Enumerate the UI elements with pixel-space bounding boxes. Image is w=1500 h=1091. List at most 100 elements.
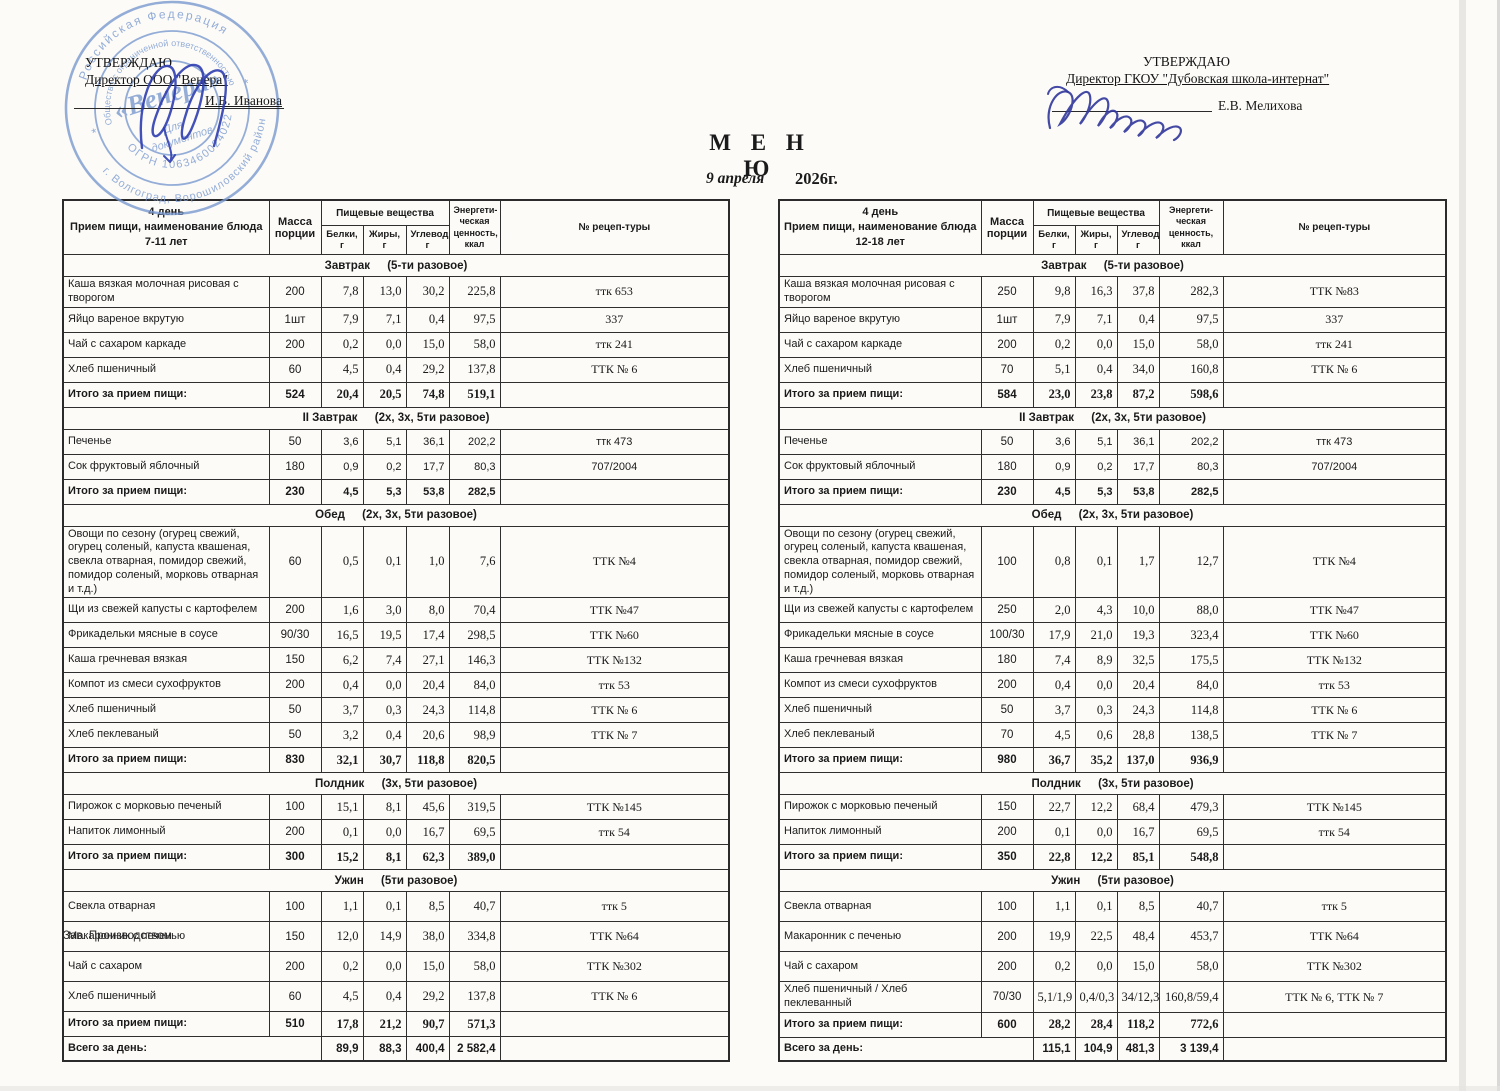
dish-recipe: ТТК №132 — [499, 647, 730, 674]
dish-energy: 202,2 — [1158, 428, 1224, 455]
dish-fat: 0,2 — [362, 453, 407, 480]
dish-name: Свекла отварная — [778, 891, 982, 923]
dish-fat: 0,0 — [1074, 951, 1118, 983]
dish-row: Каша вязкая молочная рисовая с творогом 2… — [62, 276, 730, 308]
total-protein: 15,2 — [320, 844, 364, 871]
dish-name: Щи из свежей капусты с картофелем — [62, 597, 270, 624]
meal-section-row: Завтрак (5-ти разовое) — [62, 254, 730, 277]
dish-name: Каша гречневая вязкая — [778, 647, 982, 674]
dish-energy: 137,8 — [448, 981, 501, 1013]
dish-mass: 100 — [980, 525, 1034, 599]
dish-carbs: 45,6 — [405, 794, 450, 821]
dish-carbs: 38,0 — [405, 921, 450, 953]
dish-carbs: 24,3 — [1116, 697, 1160, 724]
dish-row: Чай с сахаром каркаде 200 0,2 0,0 15,0 58,0 тт… — [62, 331, 730, 358]
dish-mass: 100/30 — [980, 622, 1034, 649]
dish-mass: 60 — [268, 981, 322, 1013]
dish-fat: 8,9 — [1074, 647, 1118, 674]
dish-recipe: ттк 54 — [499, 819, 730, 846]
dish-row: Свекла отварная 100 1,1 0,1 8,5 40,7 ттк 5 — [62, 891, 730, 923]
dish-recipe: ТТК №302 — [499, 951, 730, 983]
dish-carbs: 15,0 — [1116, 331, 1160, 358]
dish-row: Чай с сахаром каркаде 200 0,2 0,0 15,0 58,0 тт… — [778, 331, 1447, 358]
total-protein: 36,7 — [1032, 747, 1076, 774]
dish-row: Яйцо вареное вкрутую 1шт 7,9 7,1 0,4 97,5 337 — [62, 306, 730, 333]
meal-total-row: Итого за прием пищи: 350 22,8 12,2 85,1 548,8 — [778, 844, 1447, 871]
dish-fat: 0,4 — [362, 981, 407, 1013]
dish-name: Хлеб пеклеваный — [62, 722, 270, 749]
dish-energy: 84,0 — [448, 672, 501, 699]
menu-table-age-7-11: 4 день Прием пищи, наименование блюда 7-… — [62, 199, 731, 1062]
col-header-dish: 4 день Прием пищи, наименование блюда 7-… — [62, 199, 270, 255]
dish-fat: 13,0 — [362, 276, 407, 308]
col-header-recipe: № рецеп-туры — [499, 199, 730, 255]
dish-carbs: 15,0 — [1116, 951, 1160, 983]
dish-row: Щи из свежей капусты с картофелем 250 2,0 4… — [778, 597, 1447, 624]
dish-mass: 150 — [268, 921, 322, 953]
meal-section-row: Полдник (3х, 5ти разовое) — [778, 772, 1447, 796]
col-header-recipe: № рецеп-туры — [1222, 199, 1447, 255]
total-mass: 584 — [980, 381, 1034, 408]
dish-fat: 5,1 — [362, 428, 407, 455]
dish-name: Свекла отварная — [62, 891, 270, 923]
dish-protein: 19,9 — [1032, 921, 1076, 953]
dish-recipe: ттк 241 — [1222, 331, 1447, 358]
dish-fat: 5,1 — [1074, 428, 1118, 455]
menu-table: 4 день Прием пищи, наименование блюда 7-… — [62, 199, 731, 1062]
dish-mass: 90/30 — [268, 622, 322, 649]
dish-fat: 0,6 — [1074, 722, 1118, 749]
dish-recipe: ттк 473 — [499, 428, 730, 455]
day-total-carbs: 481,3 — [1116, 1036, 1160, 1062]
dish-fat: 0,0 — [362, 951, 407, 983]
total-energy: 772,6 — [1158, 1011, 1224, 1038]
dish-carbs: 17,7 — [1116, 453, 1160, 480]
total-energy: 548,8 — [1158, 844, 1224, 871]
dish-name: Печенье — [778, 428, 982, 455]
dish-carbs: 34,0 — [1116, 356, 1160, 383]
dish-recipe: ттк 473 — [1222, 428, 1447, 455]
day-total-energy: 3 139,4 — [1158, 1036, 1224, 1062]
dish-energy: 334,8 — [448, 921, 501, 953]
dish-name: Хлеб пшеничный — [778, 697, 982, 724]
col-header-energy: Энергети- ческая ценность, ккал — [448, 199, 501, 255]
dish-carbs: 20,4 — [1116, 672, 1160, 699]
day-total-energy: 2 582,4 — [448, 1036, 501, 1062]
total-carbs: 118,8 — [405, 747, 450, 774]
dish-name: Хлеб пшеничный — [62, 356, 270, 383]
total-recipe — [499, 478, 730, 505]
dish-carbs: 29,2 — [405, 981, 450, 1013]
dish-protein: 0,1 — [320, 819, 364, 846]
total-carbs: 85,1 — [1116, 844, 1160, 871]
dish-recipe: ТТК №60 — [1222, 622, 1447, 649]
day-total-recipe — [499, 1036, 730, 1062]
day-total-label: Всего за день: — [62, 1036, 322, 1062]
col-header-nutrients: Пищевые вещества — [1032, 199, 1160, 226]
dish-name: Хлеб пшеничный / Хлеб пеклеванный — [778, 981, 982, 1013]
dish-mass: 50 — [268, 722, 322, 749]
dish-name: Компот из смеси сухофруктов — [778, 672, 982, 699]
dish-energy: 138,5 — [1158, 722, 1224, 749]
dish-carbs: 16,7 — [1116, 819, 1160, 846]
dish-name: Хлеб пшеничный — [62, 981, 270, 1013]
dish-name: Пирожок с морковью печеный — [778, 794, 982, 821]
dish-energy: 479,3 — [1158, 794, 1224, 821]
dish-fat: 16,3 — [1074, 276, 1118, 308]
total-label: Итого за прием пищи: — [62, 1011, 270, 1038]
dish-fat: 19,5 — [362, 622, 407, 649]
dish-mass: 200 — [980, 331, 1034, 358]
dish-fat: 0,4 — [1074, 356, 1118, 383]
dish-recipe: 337 — [499, 306, 730, 333]
dish-fat: 0,0 — [362, 672, 407, 699]
dish-recipe: ТТК №145 — [1222, 794, 1447, 821]
dish-fat: 22,5 — [1074, 921, 1118, 953]
dish-recipe: ттк 53 — [1222, 672, 1447, 699]
total-recipe — [1222, 1011, 1447, 1038]
dish-mass: 200 — [268, 276, 322, 308]
dish-energy: 323,4 — [1158, 622, 1224, 649]
scan-edge-bottom — [0, 1086, 1500, 1091]
total-fat: 23,8 — [1074, 381, 1118, 408]
dish-carbs: 30,2 — [405, 276, 450, 308]
dish-carbs: 37,8 — [1116, 276, 1160, 308]
dish-energy: 97,5 — [448, 306, 501, 333]
col-header-protein: Белки, г — [320, 225, 364, 255]
